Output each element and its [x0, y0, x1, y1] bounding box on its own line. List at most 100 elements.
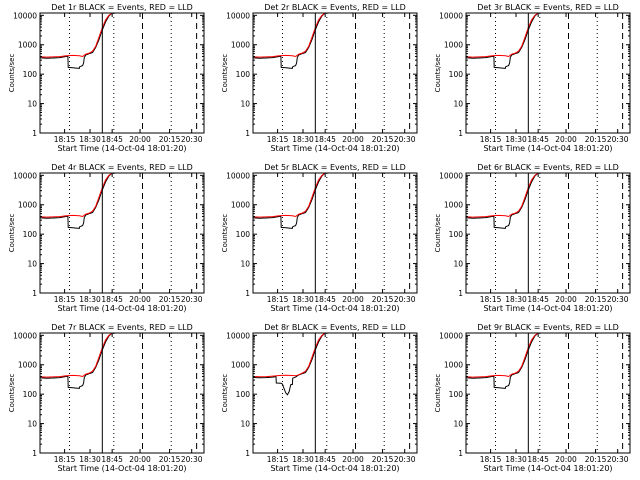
x-tick-label: 18:15 — [54, 135, 76, 144]
plot-frame — [39, 12, 205, 134]
y-tick-label: 10000 — [439, 11, 463, 20]
y-axis-label: Counts/sec — [221, 374, 229, 413]
events-line — [466, 173, 630, 229]
y-axis-label: Counts/sec — [221, 214, 229, 253]
plot-frame — [465, 12, 631, 134]
x-tick-label: 18:45 — [314, 295, 336, 304]
y-tick-label: 10000 — [13, 331, 37, 340]
x-tick-label: 20:15 — [585, 295, 607, 304]
y-tick-label: 1000 — [18, 41, 37, 50]
x-tick-label: 20:15 — [585, 135, 607, 144]
y-tick-label: 100 — [449, 390, 464, 399]
chart-title: Det 9r BLACK = Events, RED = LLD — [477, 323, 619, 332]
x-tick-label: 20:15 — [585, 455, 607, 464]
y-tick-label: 100 — [23, 390, 38, 399]
lld-line — [466, 173, 630, 218]
plot-frame — [252, 332, 418, 454]
x-tick-label: 18:45 — [527, 295, 549, 304]
lld-line — [253, 173, 417, 218]
y-tick-label: 10 — [240, 260, 250, 269]
x-tick-label: 20:30 — [394, 455, 416, 464]
y-tick-label: 1000 — [444, 201, 463, 210]
y-axis-label: Counts/sec — [8, 214, 16, 253]
x-tick-label: 18:15 — [480, 455, 502, 464]
y-tick-label: 1000 — [18, 201, 37, 210]
events-line — [40, 13, 204, 69]
chart-title: Det 1r BLACK = Events, RED = LLD — [51, 3, 193, 12]
y-tick-label: 10 — [453, 420, 463, 429]
x-tick-label: 20:15 — [372, 135, 394, 144]
x-tick-label: 18:30 — [292, 135, 314, 144]
y-tick-label: 1 — [245, 449, 250, 458]
x-tick-label: 18:45 — [527, 135, 549, 144]
x-tick-label: 18:30 — [292, 295, 314, 304]
x-axis-label: Start Time (14-Oct-04 18:01:20) — [57, 464, 186, 473]
events-line — [253, 13, 417, 69]
chart-panel-6: 1 10 100 1000 10000 18:15 18:30 18:45 20:00 20:15… — [434, 163, 631, 313]
y-tick-label: 10 — [240, 420, 250, 429]
y-tick-label: 100 — [236, 390, 251, 399]
y-tick-label: 10000 — [439, 171, 463, 180]
y-tick-label: 10000 — [439, 331, 463, 340]
x-tick-label: 18:45 — [527, 455, 549, 464]
x-tick-label: 18:15 — [480, 135, 502, 144]
y-tick-label: 10000 — [13, 11, 37, 20]
lld-line — [253, 333, 417, 378]
chart-panel-7: 1 10 100 1000 10000 18:15 18:30 18:45 20:00 20:15… — [8, 323, 205, 473]
x-tick-label: 18:15 — [480, 295, 502, 304]
x-axis-label: Start Time (14-Oct-04 18:01:20) — [483, 144, 612, 153]
x-tick-label: 18:15 — [267, 135, 289, 144]
lld-line — [40, 333, 204, 378]
chart-panel-1: 1 10 100 1000 10000 18:15 18:30 18:45 20:00 20:15… — [8, 3, 205, 153]
y-axis-label: Counts/sec — [434, 214, 442, 253]
plot-frame — [465, 332, 631, 454]
x-tick-label: 20:30 — [394, 135, 416, 144]
chart-panel-9: 1 10 100 1000 10000 18:15 18:30 18:45 20:00 20:15… — [434, 323, 631, 473]
x-tick-label: 18:30 — [505, 295, 527, 304]
y-tick-label: 1000 — [231, 201, 250, 210]
chart-title: Det 8r BLACK = Events, RED = LLD — [264, 323, 406, 332]
chart-title: Det 6r BLACK = Events, RED = LLD — [477, 163, 619, 172]
x-axis-label: Start Time (14-Oct-04 18:01:20) — [270, 464, 399, 473]
y-tick-label: 100 — [23, 70, 38, 79]
plot-frame — [39, 172, 205, 294]
x-axis-label: Start Time (14-Oct-04 18:01:20) — [483, 464, 612, 473]
x-tick-label: 18:30 — [505, 455, 527, 464]
x-tick-label: 20:15 — [159, 455, 181, 464]
y-tick-label: 10000 — [226, 171, 250, 180]
y-tick-label: 10 — [27, 420, 37, 429]
x-tick-label: 18:45 — [101, 455, 123, 464]
x-tick-label: 20:30 — [607, 455, 629, 464]
x-tick-label: 20:30 — [394, 295, 416, 304]
x-tick-label: 18:15 — [267, 295, 289, 304]
y-tick-label: 1 — [458, 449, 463, 458]
x-tick-label: 18:30 — [79, 455, 101, 464]
x-tick-label: 20:00 — [342, 295, 364, 304]
y-tick-label: 1 — [32, 449, 37, 458]
y-axis-label: Counts/sec — [434, 54, 442, 93]
y-axis-label: Counts/sec — [8, 374, 16, 413]
chart-title: Det 3r BLACK = Events, RED = LLD — [477, 3, 619, 12]
lld-line — [466, 333, 630, 378]
lld-line — [253, 13, 417, 58]
plot-frame — [39, 332, 205, 454]
x-tick-label: 20:15 — [372, 295, 394, 304]
chart-panel-4: 1 10 100 1000 10000 18:15 18:30 18:45 20:00 20:15… — [8, 163, 205, 313]
chart-title: Det 7r BLACK = Events, RED = LLD — [51, 323, 193, 332]
y-tick-label: 1 — [32, 129, 37, 138]
y-tick-label: 1000 — [231, 41, 250, 50]
events-line — [253, 173, 417, 229]
chart-panel-5: 1 10 100 1000 10000 18:15 18:30 18:45 20:00 20:15… — [221, 163, 418, 313]
x-tick-label: 18:30 — [505, 135, 527, 144]
events-line — [253, 333, 417, 396]
x-axis-label: Start Time (14-Oct-04 18:01:20) — [57, 144, 186, 153]
y-tick-label: 100 — [449, 230, 464, 239]
y-tick-label: 10 — [240, 100, 250, 109]
y-tick-label: 10000 — [226, 11, 250, 20]
x-tick-label: 20:15 — [159, 135, 181, 144]
y-axis-label: Counts/sec — [221, 54, 229, 93]
lld-line — [40, 173, 204, 218]
x-tick-label: 18:15 — [54, 295, 76, 304]
x-tick-label: 20:00 — [129, 135, 151, 144]
